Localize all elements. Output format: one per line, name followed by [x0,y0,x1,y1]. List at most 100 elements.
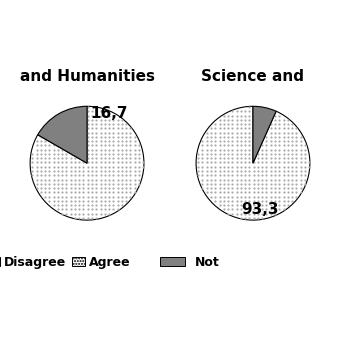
Point [200,160,205,165]
Point [132,173,137,178]
Point [281,143,286,148]
Point [268,134,273,140]
Point [72,194,78,199]
Point [281,130,286,135]
Point [259,202,265,208]
Point [42,185,48,191]
Point [47,177,52,182]
Point [128,164,133,169]
Point [81,202,86,208]
Point [238,125,243,131]
Point [94,198,99,204]
Point [30,151,35,157]
Point [247,164,252,169]
Point [51,168,56,174]
Point [68,185,73,191]
Point [59,160,65,165]
Point [212,198,218,204]
Point [204,177,209,182]
Point [64,160,69,165]
Point [102,168,107,174]
Point [119,168,124,174]
Point [276,190,282,195]
Point [221,121,226,127]
Point [94,164,99,169]
Point [306,160,312,165]
Point [38,177,44,182]
Point [272,173,278,178]
Point [238,215,243,221]
Point [59,190,65,195]
Point [230,185,235,191]
Point [285,121,291,127]
Point [89,207,95,212]
Point [132,190,137,195]
Point [208,164,214,169]
Point [51,155,56,161]
Point [81,211,86,217]
Point [225,164,231,169]
Point [234,198,239,204]
Point [85,164,90,169]
Point [102,164,107,169]
Point [204,147,209,152]
Point [85,185,90,191]
Point [42,147,48,152]
Point [285,198,291,204]
Point [195,160,201,165]
Point [238,181,243,187]
Point [268,194,273,199]
Point [132,160,137,165]
Point [47,164,52,169]
Point [268,121,273,127]
Point [238,117,243,122]
Point [89,121,95,127]
Point [221,194,226,199]
Point [132,164,137,169]
Point [276,173,282,178]
Point [128,190,133,195]
Point [285,160,291,165]
Point [119,155,124,161]
Point [119,181,124,187]
Point [132,134,137,140]
Point [212,194,218,199]
Point [294,164,299,169]
Point [30,155,35,161]
Point [251,164,256,169]
Point [34,185,39,191]
Point [238,113,243,118]
Point [140,164,146,169]
Point [30,164,35,169]
Point [242,151,248,157]
Point [238,177,243,182]
Point [281,155,286,161]
Point [268,173,273,178]
Point [102,177,107,182]
Point [110,198,116,204]
Point [51,164,56,169]
Point [34,155,39,161]
Point [115,147,120,152]
Point [230,194,235,199]
Point [89,143,95,148]
Point [272,151,278,157]
Point [281,138,286,144]
Point [110,181,116,187]
Point [285,147,291,152]
Point [94,202,99,208]
Point [200,151,205,157]
Point [119,147,124,152]
Point [81,215,86,221]
Point [242,177,248,182]
Point [242,198,248,204]
Point [268,125,273,131]
Point [264,155,269,161]
Point [200,138,205,144]
Point [247,130,252,135]
Point [242,215,248,221]
Point [208,168,214,174]
Point [272,125,278,131]
Point [140,160,146,165]
Point [128,177,133,182]
